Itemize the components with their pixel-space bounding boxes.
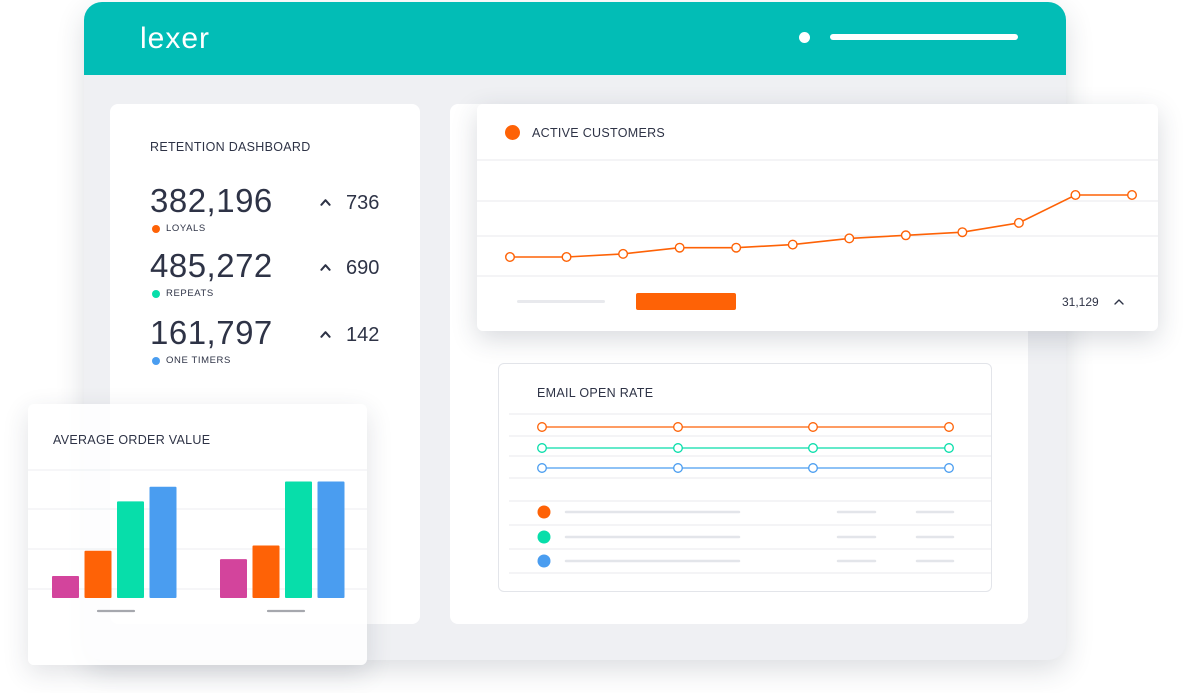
data-point	[957, 227, 968, 238]
lexer-logo: lexer	[140, 22, 211, 55]
email-open-rate-chart	[509, 413, 991, 574]
bar	[220, 559, 247, 598]
data-point	[808, 463, 818, 473]
retention-title: RETENTION DASHBOARD	[150, 140, 311, 154]
metric-value: 485,272	[150, 247, 273, 284]
caret-up-icon	[320, 264, 331, 271]
data-point	[673, 463, 683, 473]
metric-delta: 142	[346, 324, 380, 346]
loyals-dot	[152, 225, 160, 233]
bar	[52, 575, 79, 598]
repeats-dot	[152, 290, 160, 298]
data-point	[537, 422, 547, 432]
active-customers-dot	[505, 125, 520, 140]
active-customers-chart	[477, 159, 1158, 277]
search-bar-placeholder[interactable]	[830, 34, 1018, 40]
active-range-tab[interactable]	[636, 293, 736, 310]
data-point	[808, 443, 818, 453]
bar	[117, 501, 144, 598]
email-open-rate-card: EMAIL OPEN RATE	[498, 363, 992, 592]
average-order-value-title: AVERAGE ORDER VALUE	[53, 433, 211, 447]
caret-up-icon	[320, 331, 331, 338]
metric-label: REPEATS	[166, 288, 214, 299]
top-bar: lexer	[84, 2, 1066, 75]
bar	[317, 481, 345, 598]
active-customers-card: ACTIVE CUSTOMERS 31,129	[477, 104, 1158, 331]
data-point	[944, 422, 954, 432]
data-point	[787, 239, 798, 250]
active-customers-footer-value: 31,129	[1062, 295, 1099, 309]
data-point	[808, 422, 818, 432]
data-point	[505, 251, 516, 262]
bar	[252, 545, 280, 598]
bar	[285, 481, 312, 598]
data-point	[673, 443, 683, 453]
data-point	[561, 251, 572, 262]
data-point	[537, 443, 547, 453]
one-timers-dot	[152, 357, 160, 365]
data-point	[1070, 189, 1081, 200]
data-point	[944, 443, 954, 453]
footer-placeholder-line	[517, 300, 605, 303]
active-customers-line	[510, 194, 1132, 258]
metric-value: 382,196	[150, 182, 273, 219]
data-point	[900, 230, 911, 241]
bar	[149, 486, 177, 598]
metric-label: LOYALS	[166, 223, 206, 234]
active-customers-title: ACTIVE CUSTOMERS	[532, 126, 666, 140]
metric-label: ONE TIMERS	[166, 355, 231, 366]
metric-value: 161,797	[150, 314, 273, 351]
status-dot	[799, 32, 810, 43]
data-point	[673, 422, 683, 432]
caret-up-icon	[1114, 299, 1124, 305]
data-point	[674, 242, 685, 253]
data-point	[731, 242, 742, 253]
average-order-value-card: AVERAGE ORDER VALUE	[28, 404, 367, 665]
email-open-rate-title: EMAIL OPEN RATE	[537, 386, 654, 400]
data-point	[1013, 217, 1024, 228]
metric-delta: 736	[346, 192, 380, 214]
data-point	[844, 233, 855, 244]
caret-up-icon	[320, 199, 331, 206]
data-point	[537, 463, 547, 473]
legend-dot	[537, 554, 551, 568]
average-order-value-chart	[28, 469, 367, 613]
legend-dot	[537, 505, 551, 519]
data-point	[1127, 189, 1138, 200]
legend-dot	[537, 530, 551, 544]
data-point	[618, 248, 629, 259]
bar	[84, 550, 112, 598]
metric-delta: 690	[346, 257, 380, 279]
data-point	[944, 463, 954, 473]
